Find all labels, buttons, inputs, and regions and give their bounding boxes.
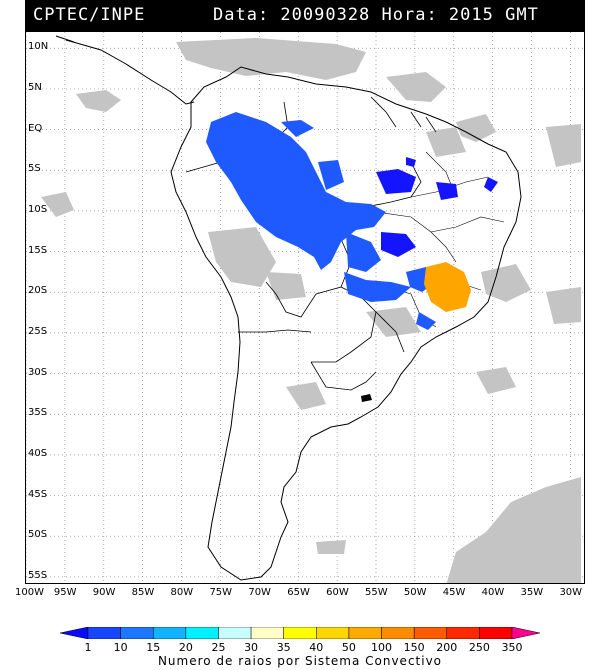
lat-label: 45S [28, 488, 48, 500]
lon-label: 65W [287, 587, 310, 598]
lat-label: 10N [28, 41, 49, 53]
colorbar-segment [60, 627, 89, 639]
convective-systems-blue [206, 112, 436, 330]
lon-label: 40W [481, 587, 505, 598]
datetime-label: Data: 20090328 Hora: 2015 GMT [213, 5, 539, 25]
lat-label: 5S [28, 163, 41, 175]
convective-systems-dark-blue [376, 157, 498, 257]
colorbar-segment [446, 627, 480, 639]
colorbar-label: 40 [309, 641, 324, 654]
lightning-colorbar [60, 627, 540, 639]
colorbar-segment [250, 627, 284, 639]
lat-label: 10S [28, 203, 48, 215]
lake-marker [361, 394, 372, 402]
colorbar-segment [511, 627, 540, 639]
gridlines [26, 32, 584, 583]
colorbar-label: 10 [113, 641, 128, 654]
colorbar-segment [479, 627, 513, 639]
colorbar-label: 20 [178, 641, 193, 654]
colorbar-label: 25 [211, 641, 226, 654]
lon-label: 85W [131, 587, 155, 598]
colorbar-segment [316, 627, 350, 639]
colorbar-label: 30 [244, 641, 259, 654]
lat-label: 20S [28, 285, 48, 297]
lat-label: 40S [28, 447, 48, 459]
colorbar-label: 250 [468, 641, 490, 654]
map-canvas [26, 32, 584, 583]
lon-label: 45W [442, 587, 466, 598]
lon-label: 35W [520, 587, 544, 598]
lon-label: 30W [559, 587, 583, 598]
central-america-coastline [55, 35, 195, 105]
lon-label: 90W [92, 587, 116, 598]
colorbar-label: 1 [84, 641, 92, 654]
source-label: CPTEC/INPE [33, 5, 146, 25]
lon-label: 100W [15, 587, 44, 598]
colorbar-segment [87, 627, 121, 639]
colorbar-label: 35 [276, 641, 291, 654]
colorbar-title: Numero de raios por Sistema Convectivo [157, 654, 443, 668]
lat-label: 30S [28, 366, 48, 378]
lon-label: 80W [170, 587, 194, 598]
convective-system-orange [424, 262, 471, 312]
map-header: CPTEC/INPE Data: 20090328 Hora: 2015 GMT [25, 0, 585, 31]
lon-label: 95W [53, 587, 77, 598]
cloud-cover [41, 38, 581, 583]
map-panel [25, 31, 585, 584]
colorbar-segment [185, 627, 219, 639]
lon-label: 70W [248, 587, 271, 598]
lon-label: 60W [326, 587, 349, 598]
south-america-coastline [170, 66, 522, 581]
lat-label: 15S [28, 244, 48, 256]
colorbar-segment [120, 627, 154, 639]
colorbar-segment [348, 627, 382, 639]
colorbar-label: 15 [146, 641, 161, 654]
colorbar-segment [218, 627, 252, 639]
colorbar-label: 50 [341, 641, 356, 654]
lat-label: 25S [28, 325, 48, 337]
colorbar-segment [152, 627, 187, 639]
lon-label: 55W [365, 587, 388, 598]
lat-label: 50S [28, 529, 48, 541]
colorbar-label: 200 [436, 641, 458, 654]
colorbar-label: 150 [403, 641, 425, 654]
lat-label: 35S [28, 407, 48, 419]
lat-label: 5N [28, 81, 42, 93]
colorbar-label: 100 [371, 641, 393, 654]
colorbar-label: 350 [501, 641, 523, 654]
lon-label: 75W [209, 587, 233, 598]
lon-label: 50W [403, 587, 427, 598]
lat-label: EQ [28, 122, 43, 134]
colorbar-segment [413, 627, 448, 639]
colorbar-segment [381, 627, 415, 639]
lat-label: 55S [28, 569, 48, 581]
colorbar-segment [283, 627, 317, 639]
